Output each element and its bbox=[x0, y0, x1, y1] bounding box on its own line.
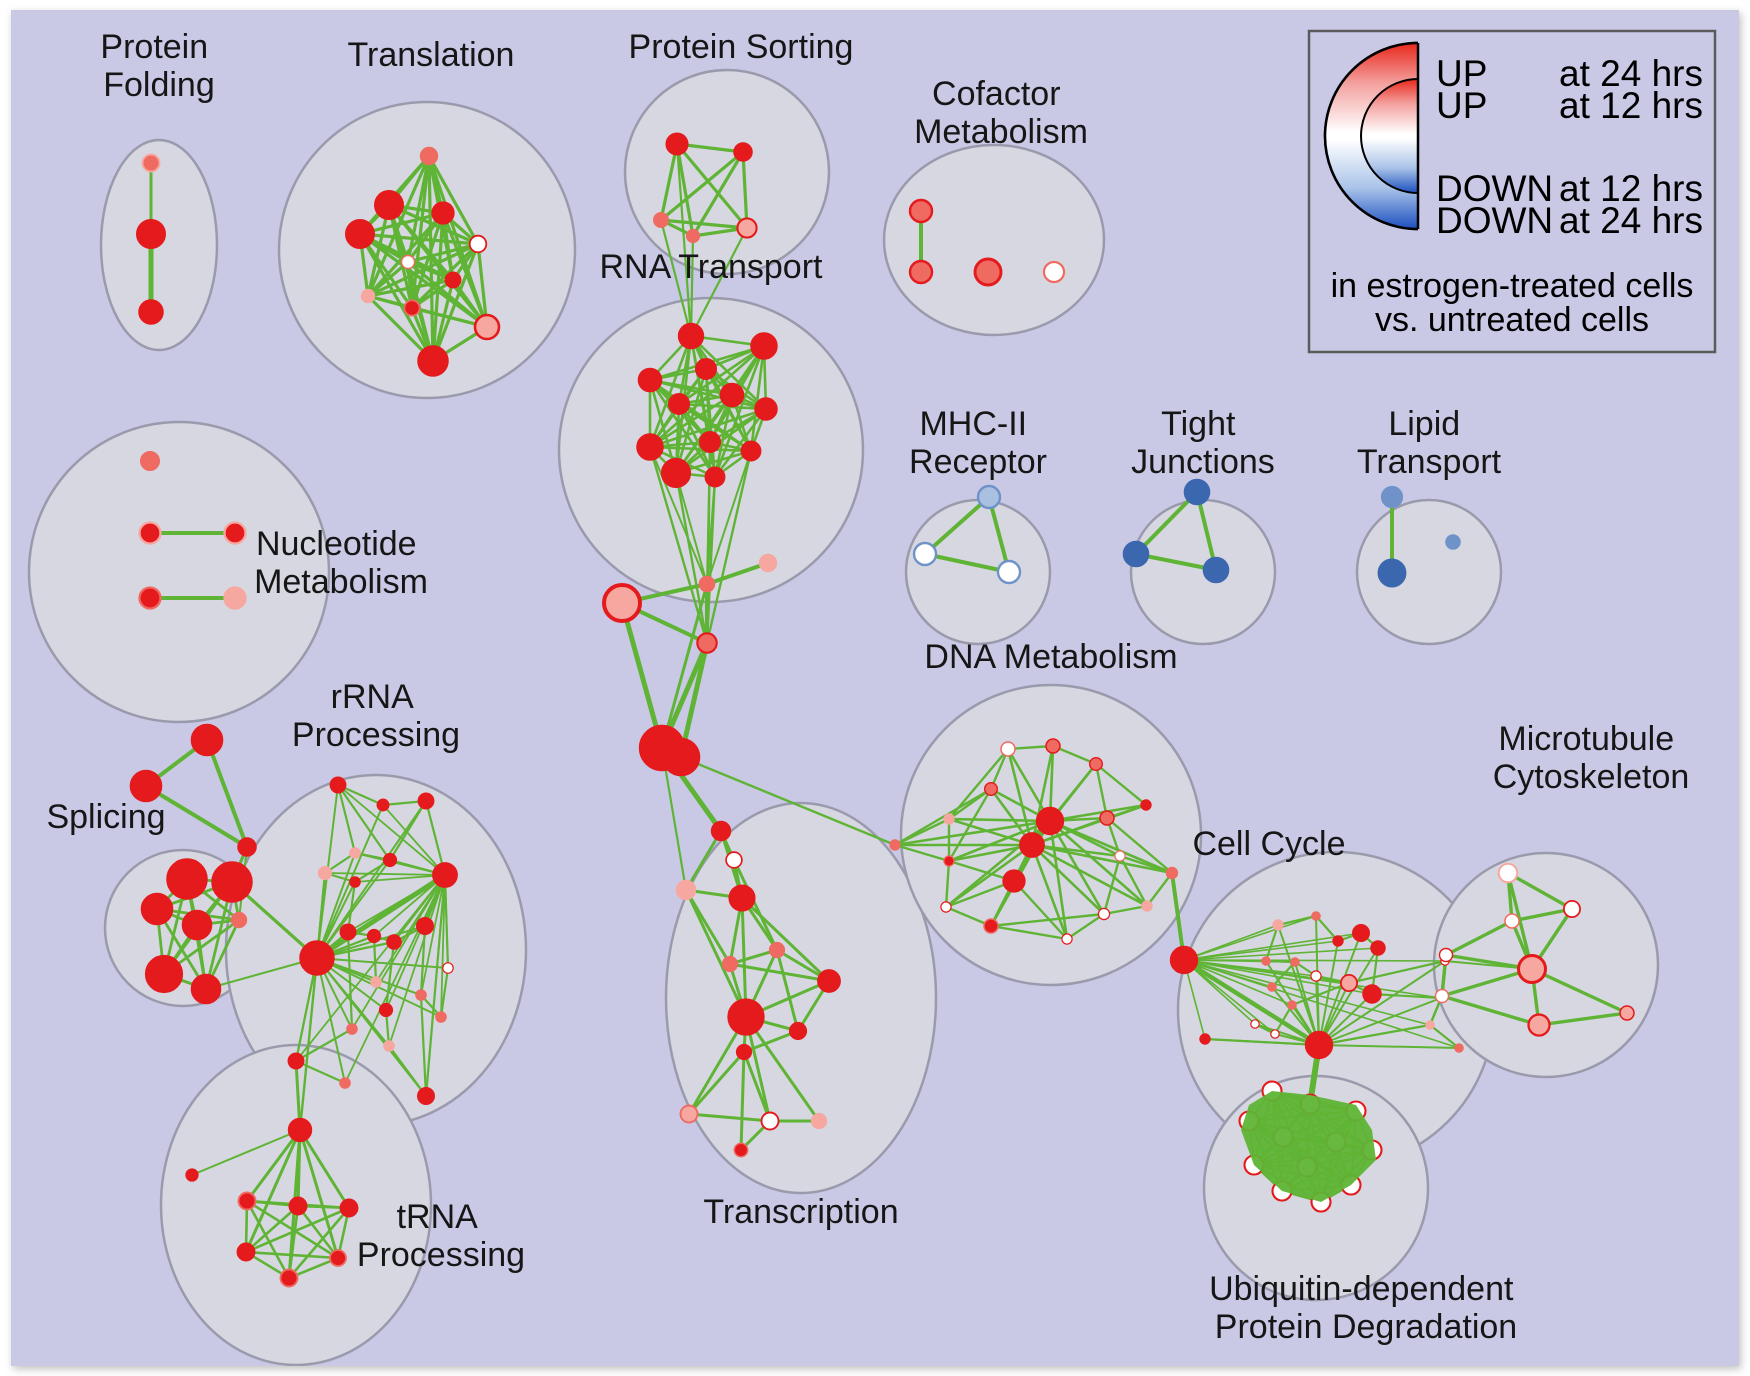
svg-text:Splicing: Splicing bbox=[46, 798, 165, 836]
svg-text:rRNA Processing: rRNA Processing bbox=[292, 678, 460, 754]
svg-text:at 12 hrs: at 12 hrs bbox=[1559, 85, 1703, 126]
svg-text:in estrogen-treated cells: in estrogen-treated cells bbox=[1331, 267, 1694, 305]
svg-text:Translation: Translation bbox=[348, 36, 515, 74]
svg-text:UP: UP bbox=[1436, 85, 1487, 126]
svg-text:Tight Junctions: Tight Junctions bbox=[1131, 405, 1275, 481]
svg-text:vs. untreated cells: vs. untreated cells bbox=[1375, 301, 1649, 339]
svg-text:MHC-II Receptor: MHC-II Receptor bbox=[909, 405, 1047, 481]
svg-text:Microtubule Cytoskeleton: Microtubule Cytoskeleton bbox=[1493, 720, 1690, 796]
svg-text:Cell Cycle: Cell Cycle bbox=[1192, 825, 1345, 863]
svg-text:DNA Metabolism: DNA Metabolism bbox=[924, 638, 1177, 676]
svg-text:Lipid Transport: Lipid Transport bbox=[1357, 405, 1502, 481]
svg-text:RNA Transport: RNA Transport bbox=[600, 248, 824, 286]
svg-text:Nucleotide Metabolism: Nucleotide Metabolism bbox=[254, 525, 428, 601]
svg-text:Transcription: Transcription bbox=[703, 1193, 898, 1231]
svg-text:Cofactor Metabolism: Cofactor Metabolism bbox=[914, 75, 1088, 151]
svg-text:at 24 hrs: at 24 hrs bbox=[1559, 200, 1703, 241]
svg-text:DOWN: DOWN bbox=[1436, 200, 1553, 241]
svg-text:Ubiquitin-dependent Protein De: Ubiquitin-dependent Protein Degradation bbox=[1209, 1270, 1523, 1346]
svg-text:Protein Folding: Protein Folding bbox=[100, 28, 217, 104]
svg-text:Protein Sorting: Protein Sorting bbox=[629, 28, 854, 66]
